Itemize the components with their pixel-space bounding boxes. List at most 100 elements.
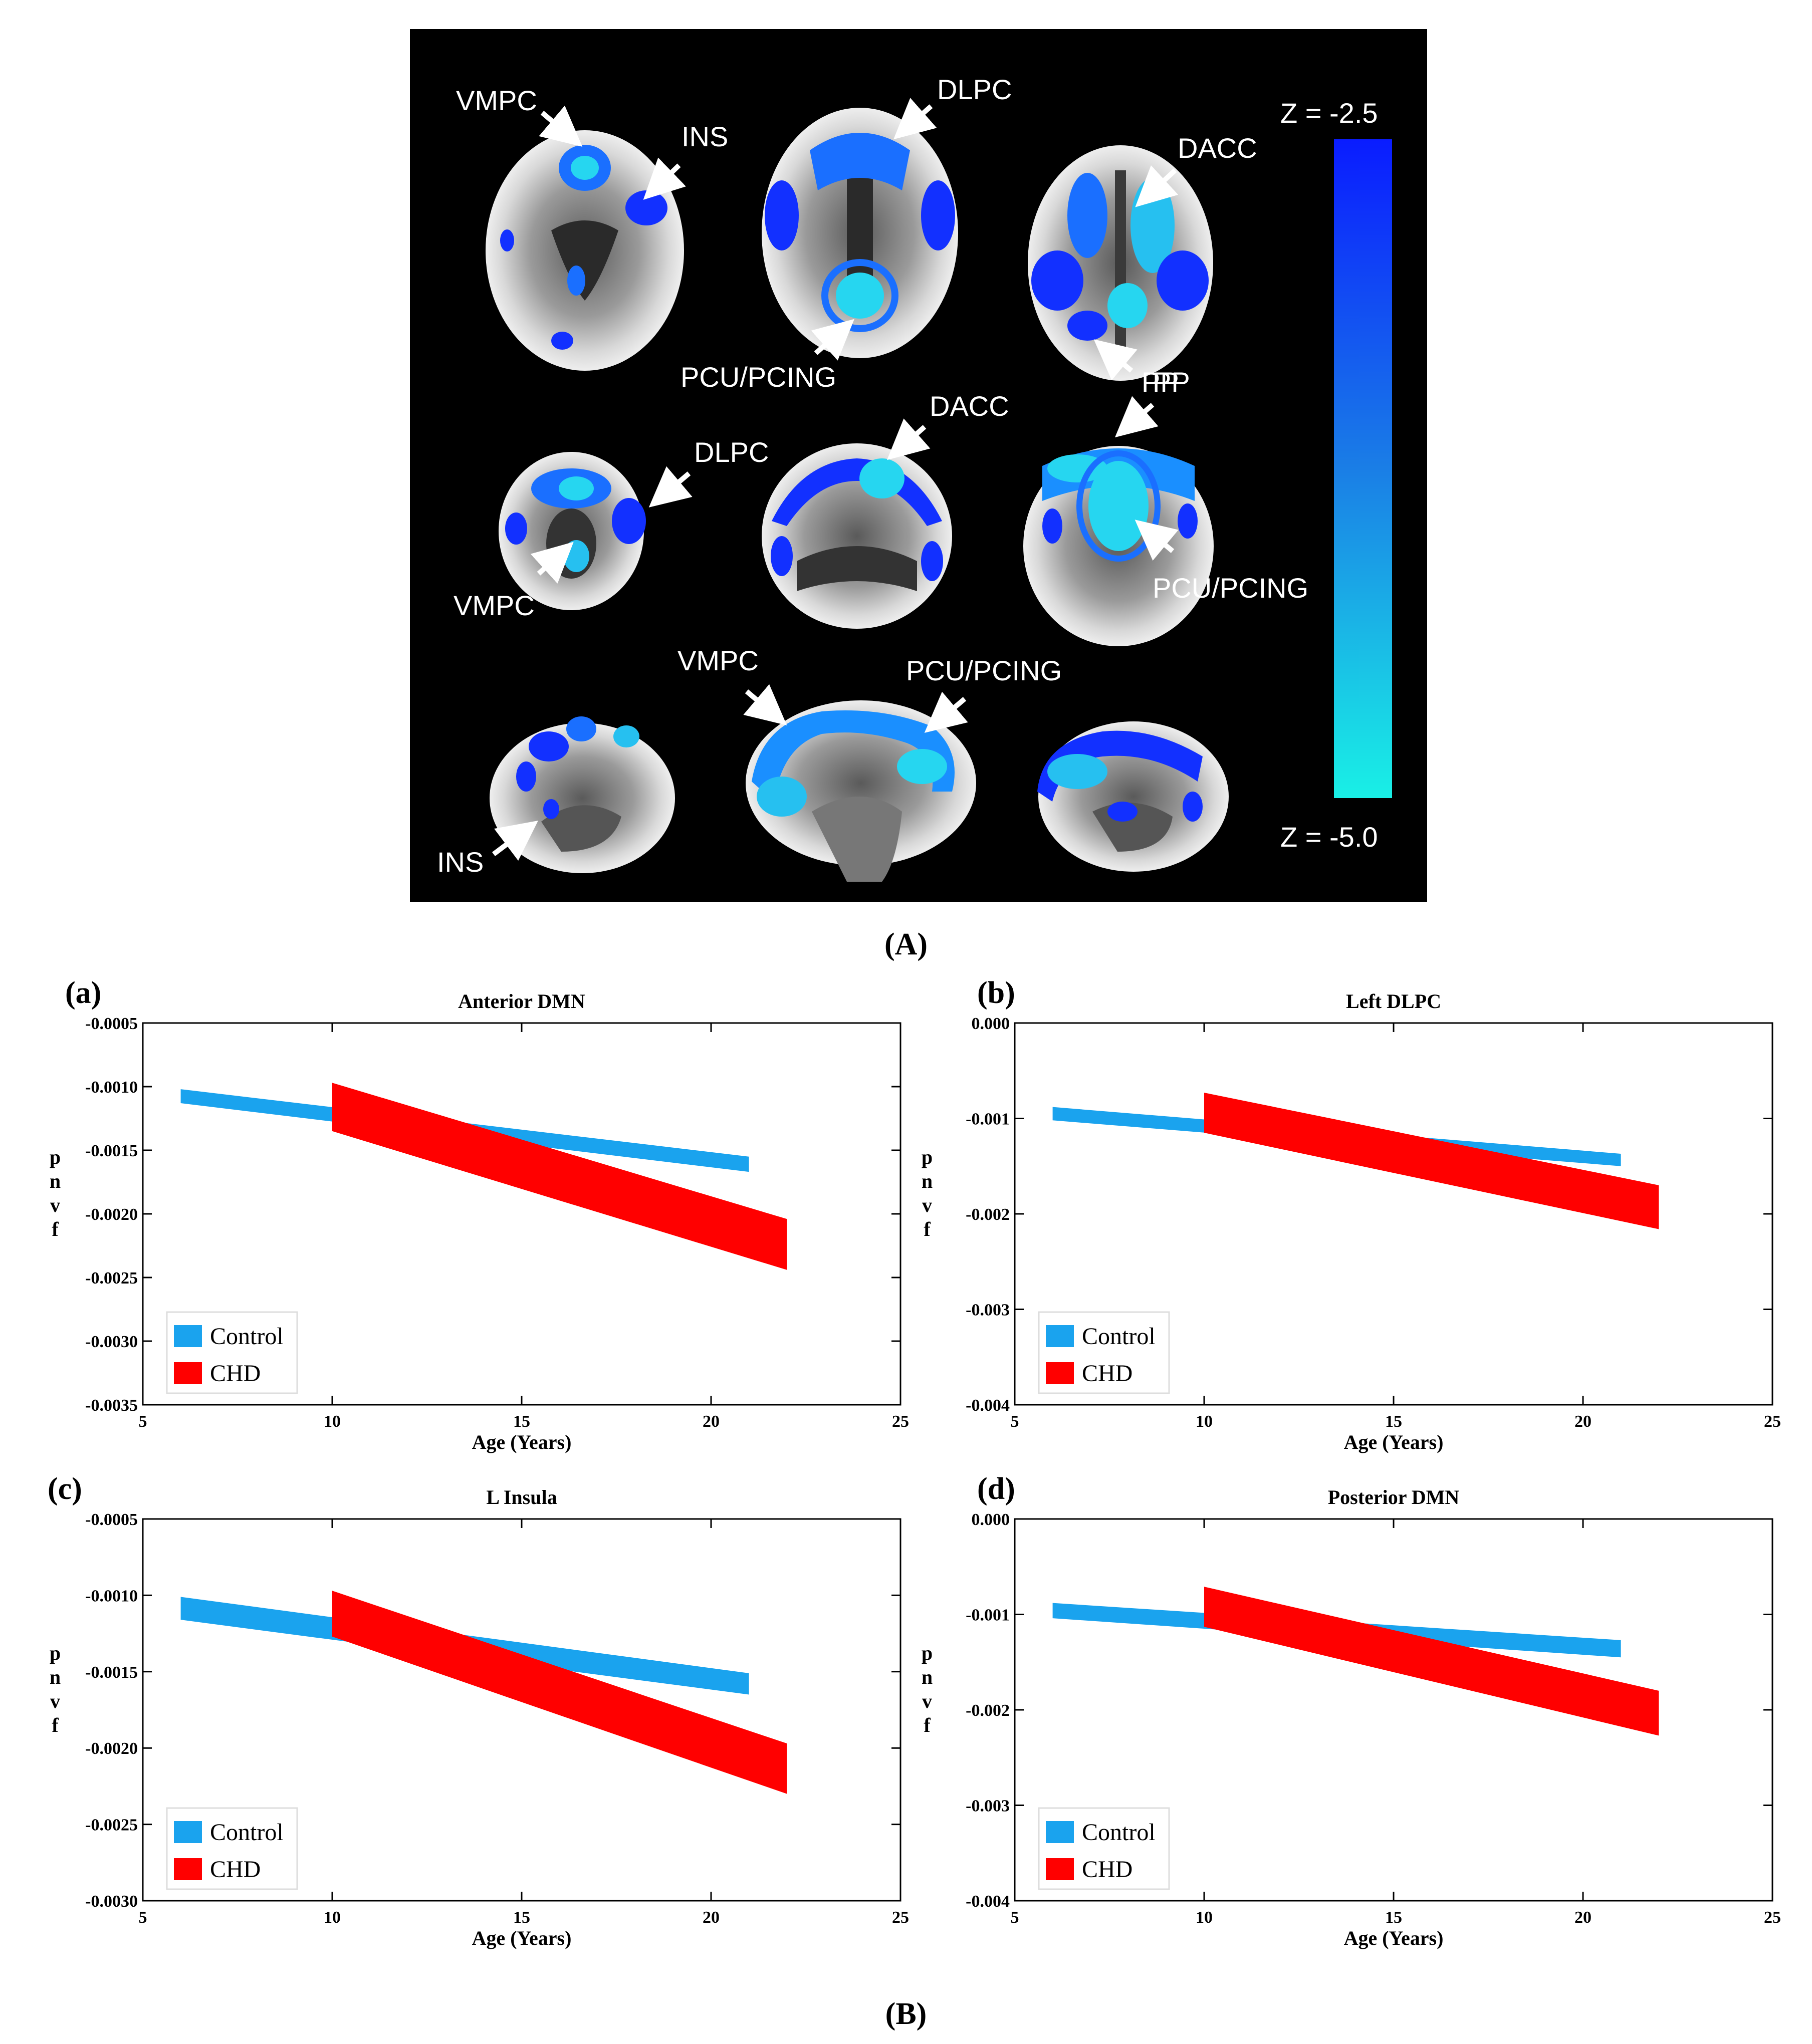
chart-2: (b) Left DLPC 0.000 -0.001 -0.002 -0.003 -0.00… — [922, 976, 1781, 1453]
y-axis-label-char: n — [50, 1170, 61, 1192]
x-tick-label: 25 — [1764, 1412, 1781, 1431]
legend-swatch-chd — [174, 1362, 202, 1384]
x-tick-label: 10 — [1196, 1412, 1213, 1431]
chart-panel-label: (d) — [977, 1472, 1015, 1506]
z-scale-bottom-label: Z = -5.0 — [1280, 821, 1378, 853]
chart-panel-label: (b) — [977, 976, 1015, 1010]
z-color-bar — [1334, 139, 1392, 798]
y-axis-label-char: v — [922, 1194, 932, 1216]
z-scale-top-label: Z = -2.5 — [1280, 97, 1378, 129]
y-tick-label: -0.001 — [966, 1606, 1010, 1625]
coronal-slice-3 — [1023, 446, 1214, 646]
y-tick-label: -0.0025 — [85, 1816, 138, 1835]
y-tick-label: 0.000 — [972, 1014, 1010, 1033]
roi-labels: VMPC INS DLPC PCU/PCING DACC PP DLPC VMP… — [437, 74, 1308, 878]
x-tick-label: 5 — [1011, 1908, 1019, 1927]
y-tick-label: -0.0030 — [85, 1892, 138, 1911]
legend-label: CHD — [210, 1360, 261, 1387]
y-axis-label-char: n — [50, 1666, 61, 1688]
y-axis-label-char: f — [52, 1218, 59, 1240]
x-tick-label: 15 — [513, 1908, 530, 1927]
chart-panel-label: (a) — [65, 976, 101, 1010]
roi-label: VMPC — [677, 645, 759, 676]
x-axis-label: Age (Years) — [472, 1927, 572, 1949]
charts-panel: (a) Anterior DMN-0.0005-0.0010-0.0015-0.0… — [48, 976, 1781, 1949]
y-tick-label: -0.0010 — [85, 1587, 138, 1605]
legend-label: CHD — [210, 1856, 261, 1883]
y-tick-label: -0.0020 — [85, 1205, 138, 1224]
legend-label: Control — [1082, 1323, 1156, 1350]
chart-title: Anterior DMN — [458, 990, 585, 1012]
sagittal-slice-3 — [1037, 721, 1229, 872]
y-axis-label-char: p — [922, 1146, 933, 1168]
roi-label: DLPC — [937, 74, 1012, 105]
x-tick-label: 25 — [1764, 1908, 1781, 1927]
roi-label: INS — [437, 846, 484, 878]
axial-slice-1 — [486, 130, 684, 371]
legend-swatch-control — [1046, 1325, 1074, 1347]
band-chd — [1204, 1093, 1659, 1229]
x-tick-label: 20 — [1574, 1412, 1592, 1431]
x-tick-label: 10 — [324, 1908, 341, 1927]
x-axis-label: Age (Years) — [1344, 1431, 1444, 1453]
legend-swatch-chd — [1046, 1362, 1074, 1384]
chart-title: Left DLPC — [1346, 990, 1441, 1012]
y-tick-label: -0.004 — [966, 1892, 1010, 1911]
x-tick-label: 25 — [892, 1908, 909, 1927]
y-tick-label: -0.0025 — [85, 1269, 138, 1288]
sagittal-slice-2 — [746, 700, 976, 882]
legend-swatch-chd — [1046, 1858, 1074, 1880]
y-tick-label: -0.0030 — [85, 1333, 138, 1351]
roi-label: PCU/PCING — [1153, 572, 1308, 604]
legend-label: Control — [1082, 1819, 1156, 1846]
roi-label: PP — [1142, 366, 1179, 398]
y-tick-label: -0.003 — [966, 1797, 1010, 1816]
x-tick-label: 10 — [324, 1412, 341, 1431]
y-axis-label-char: v — [50, 1194, 60, 1216]
y-axis-label-char: f — [924, 1218, 931, 1240]
y-tick-label: -0.001 — [966, 1110, 1010, 1129]
x-tick-label: 15 — [1385, 1908, 1402, 1927]
y-tick-label: -0.0015 — [85, 1142, 138, 1160]
y-tick-label: -0.0005 — [85, 1510, 138, 1529]
chart-4: (d) Posterior DMN 0.000 -0.001 -0.002 -0.003 -… — [922, 1472, 1781, 1949]
legend-label: Control — [210, 1819, 284, 1846]
x-tick-label: 5 — [139, 1908, 147, 1927]
roi-label: VMPC — [456, 85, 537, 116]
chart-3: (c) L Insula -0.0005 -0.0010 -0.0015 -0.0020 -… — [48, 1472, 909, 1949]
axial-slice-3 — [1028, 145, 1213, 381]
y-axis-label-char: f — [52, 1714, 59, 1736]
legend-swatch-control — [174, 1821, 202, 1843]
legend-label: CHD — [1082, 1856, 1132, 1883]
y-tick-label: -0.002 — [966, 1701, 1010, 1720]
legend-label: CHD — [1082, 1360, 1132, 1387]
legend-label: Control — [210, 1323, 284, 1350]
roi-label: VMPC — [454, 590, 535, 621]
x-tick-label: 5 — [139, 1412, 147, 1431]
y-tick-label: 0.000 — [972, 1510, 1010, 1529]
legend-swatch-control — [1046, 1821, 1074, 1843]
chart-1: (a) Anterior DMN -0.0005 -0.0010 -0.0015 -0.0… — [50, 976, 909, 1453]
y-tick-label: -0.003 — [966, 1301, 1010, 1320]
roi-label: DACC — [930, 390, 1009, 422]
legend-swatch-chd — [174, 1858, 202, 1880]
y-axis-label-char: n — [922, 1170, 933, 1192]
y-tick-label: -0.0020 — [85, 1739, 138, 1758]
roi-label: PCU/PCING — [681, 361, 836, 393]
x-tick-label: 25 — [892, 1412, 909, 1431]
x-axis-label: Age (Years) — [1344, 1927, 1444, 1949]
x-tick-label: 20 — [703, 1412, 720, 1431]
band-chd — [332, 1591, 787, 1794]
y-tick-label: -0.0035 — [85, 1396, 138, 1415]
x-tick-label: 15 — [1385, 1412, 1402, 1431]
roi-label: INS — [682, 121, 728, 152]
band-chd — [332, 1083, 787, 1270]
y-tick-label: -0.004 — [966, 1396, 1010, 1415]
roi-label: DLPC — [694, 436, 769, 468]
x-tick-label: 5 — [1011, 1412, 1019, 1431]
